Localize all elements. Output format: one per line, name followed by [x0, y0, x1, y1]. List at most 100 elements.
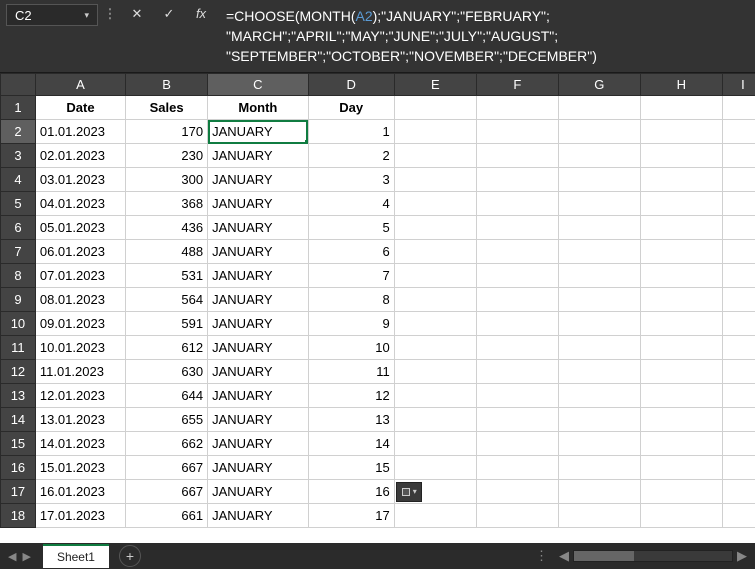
cell[interactable] [640, 384, 722, 408]
cell[interactable]: 5 [308, 216, 394, 240]
cell[interactable] [640, 312, 722, 336]
row-header[interactable]: 10 [1, 312, 36, 336]
confirm-icon[interactable]: ✓ [160, 6, 178, 22]
cell[interactable] [558, 120, 640, 144]
new-sheet-button[interactable]: + [119, 545, 141, 567]
cell[interactable]: 07.01.2023 [35, 264, 125, 288]
row-header[interactable]: 6 [1, 216, 36, 240]
tab-nav-next-icon[interactable]: ▶ [22, 550, 30, 563]
cell[interactable] [722, 216, 755, 240]
col-header-B[interactable]: B [126, 74, 208, 96]
cell[interactable]: 300 [126, 168, 208, 192]
cell[interactable] [476, 312, 558, 336]
cell[interactable]: 667 [126, 456, 208, 480]
cell[interactable] [394, 264, 476, 288]
cell[interactable]: 03.01.2023 [35, 168, 125, 192]
scroll-thumb[interactable] [574, 551, 634, 561]
cell[interactable] [640, 216, 722, 240]
cell[interactable]: JANUARY [208, 360, 309, 384]
col-header-C[interactable]: C [208, 74, 309, 96]
cell[interactable] [722, 312, 755, 336]
cell[interactable] [722, 336, 755, 360]
cell[interactable]: 591 [126, 312, 208, 336]
row-header[interactable]: 2 [1, 120, 36, 144]
cell[interactable] [722, 288, 755, 312]
cell[interactable] [476, 336, 558, 360]
cell[interactable]: 661 [126, 504, 208, 528]
formula-input[interactable]: =CHOOSE(MONTH(A2);"JANUARY";"FEBRUARY"; … [218, 4, 749, 68]
cell[interactable] [476, 384, 558, 408]
cell[interactable] [640, 240, 722, 264]
cell[interactable] [722, 480, 755, 504]
cell[interactable]: 662 [126, 432, 208, 456]
cell[interactable]: 2 [308, 144, 394, 168]
cell[interactable] [476, 360, 558, 384]
cell[interactable] [558, 168, 640, 192]
cell[interactable]: 06.01.2023 [35, 240, 125, 264]
cell[interactable]: Day [308, 96, 394, 120]
name-box-dropdown-icon[interactable]: ▾ [84, 10, 89, 21]
cell[interactable] [476, 480, 558, 504]
cell[interactable]: JANUARY [208, 408, 309, 432]
cell[interactable] [722, 384, 755, 408]
cell[interactable]: 16.01.2023 [35, 480, 125, 504]
cancel-icon[interactable]: ✕ [128, 6, 146, 22]
cell[interactable]: 9 [308, 312, 394, 336]
cell[interactable]: 436 [126, 216, 208, 240]
cell[interactable] [640, 360, 722, 384]
cell[interactable]: 6 [308, 240, 394, 264]
cell[interactable]: Month [208, 96, 309, 120]
cell[interactable]: 08.01.2023 [35, 288, 125, 312]
cell[interactable] [640, 432, 722, 456]
cell[interactable]: JANUARY [208, 456, 309, 480]
cell[interactable] [394, 504, 476, 528]
cell[interactable]: 630 [126, 360, 208, 384]
row-header[interactable]: 9 [1, 288, 36, 312]
cell[interactable] [558, 480, 640, 504]
cell[interactable]: 04.01.2023 [35, 192, 125, 216]
col-header-E[interactable]: E [394, 74, 476, 96]
cell[interactable]: 368 [126, 192, 208, 216]
row-header[interactable]: 16 [1, 456, 36, 480]
cell[interactable] [722, 504, 755, 528]
col-header-H[interactable]: H [640, 74, 722, 96]
cell[interactable]: 17.01.2023 [35, 504, 125, 528]
cell[interactable]: 8 [308, 288, 394, 312]
cell[interactable]: 14 [308, 432, 394, 456]
cell[interactable] [558, 264, 640, 288]
cell[interactable]: 12 [308, 384, 394, 408]
cell[interactable]: 3 [308, 168, 394, 192]
cell[interactable]: 17 [308, 504, 394, 528]
cell[interactable] [640, 192, 722, 216]
row-header[interactable]: 14 [1, 408, 36, 432]
cell[interactable] [722, 360, 755, 384]
cell[interactable] [640, 144, 722, 168]
cell[interactable] [640, 408, 722, 432]
row-header[interactable]: 15 [1, 432, 36, 456]
cell[interactable] [640, 456, 722, 480]
cell[interactable] [722, 120, 755, 144]
cell[interactable] [640, 288, 722, 312]
cell[interactable] [640, 264, 722, 288]
cell[interactable] [394, 384, 476, 408]
cell[interactable] [476, 120, 558, 144]
cell[interactable]: 11 [308, 360, 394, 384]
cell[interactable]: 644 [126, 384, 208, 408]
cell[interactable] [476, 504, 558, 528]
cell[interactable]: JANUARY [208, 504, 309, 528]
cell[interactable] [722, 96, 755, 120]
cell[interactable]: JANUARY [208, 312, 309, 336]
cell[interactable] [476, 240, 558, 264]
cell[interactable] [558, 312, 640, 336]
cell[interactable] [558, 288, 640, 312]
cell[interactable]: Sales [126, 96, 208, 120]
cell[interactable] [558, 456, 640, 480]
row-header[interactable]: 18 [1, 504, 36, 528]
cell[interactable]: JANUARY [208, 336, 309, 360]
cell[interactable]: 05.01.2023 [35, 216, 125, 240]
cell[interactable]: 12.01.2023 [35, 384, 125, 408]
cell[interactable] [722, 168, 755, 192]
row-header[interactable]: 13 [1, 384, 36, 408]
cell[interactable]: 09.01.2023 [35, 312, 125, 336]
cell[interactable]: Date [35, 96, 125, 120]
